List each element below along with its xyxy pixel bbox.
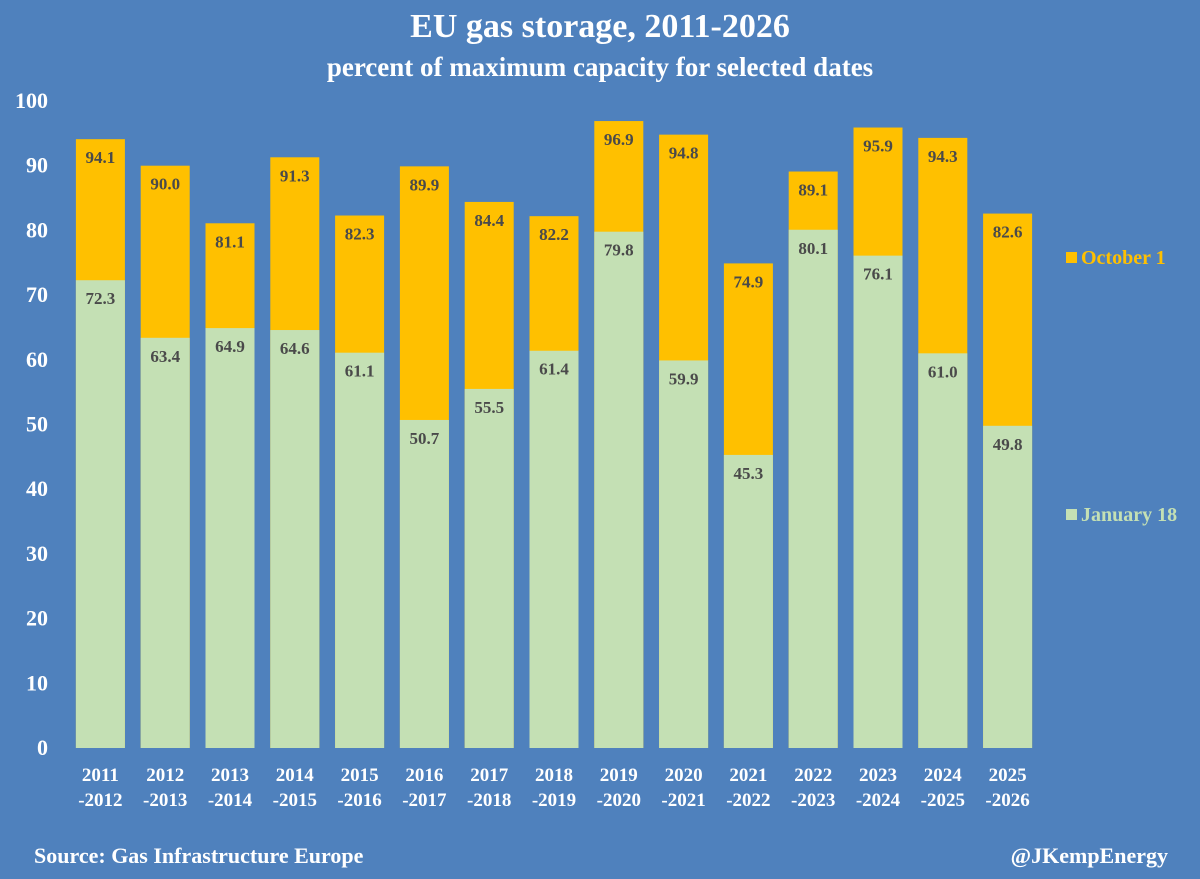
- bar-january: [205, 328, 255, 748]
- x-tick-label: 2020: [665, 765, 703, 786]
- data-label-october: 94.3: [928, 147, 958, 166]
- data-label-october: 82.6: [993, 223, 1023, 242]
- x-tick-label: -2021: [661, 790, 705, 811]
- data-label-january: 50.7: [410, 429, 440, 448]
- data-label-january: 76.1: [863, 265, 893, 284]
- data-label-october: 95.9: [863, 137, 893, 156]
- y-tick-label: 60: [26, 347, 48, 372]
- x-tick-label: 2021: [729, 765, 767, 786]
- x-tick-label: -2013: [143, 790, 187, 811]
- bar-january: [659, 360, 709, 748]
- x-tick-label: 2025: [989, 765, 1027, 786]
- data-label-october: 89.1: [798, 181, 828, 200]
- data-label-october: 96.9: [604, 130, 634, 149]
- data-label-january: 72.3: [86, 289, 116, 308]
- y-tick-label: 30: [26, 541, 48, 566]
- bar-january: [918, 353, 968, 748]
- bar-january: [335, 352, 385, 748]
- x-tick-label: -2016: [337, 790, 381, 811]
- y-tick-label: 10: [26, 670, 48, 695]
- x-tick-label: 2016: [405, 765, 443, 786]
- x-tick-label: -2012: [78, 790, 122, 811]
- bar-january: [723, 454, 773, 748]
- x-tick-label: 2019: [600, 765, 638, 786]
- data-label-january: 63.4: [150, 347, 180, 366]
- x-tick-label: 2013: [211, 765, 249, 786]
- bar-january: [464, 388, 514, 748]
- x-tick-label: 2011: [82, 765, 119, 786]
- x-tick-label: -2018: [467, 790, 511, 811]
- data-label-january: 64.6: [280, 339, 310, 358]
- bar-january: [399, 419, 449, 748]
- y-tick-label: 70: [26, 282, 48, 307]
- bar-january: [529, 350, 579, 748]
- y-tick-label: 50: [26, 412, 48, 437]
- x-tick-label: -2022: [726, 790, 770, 811]
- data-label-january: 61.0: [928, 362, 958, 381]
- data-label-january: 49.8: [993, 435, 1023, 454]
- author-handle: @JKempEnergy: [1010, 843, 1168, 868]
- x-tick-label: 2018: [535, 765, 573, 786]
- x-tick-label: -2024: [856, 790, 901, 811]
- bar-january: [983, 425, 1033, 748]
- x-tick-label: -2019: [532, 790, 576, 811]
- x-tick-label: -2017: [402, 790, 447, 811]
- y-tick-label: 40: [26, 476, 48, 501]
- data-label-january: 45.3: [734, 464, 764, 483]
- legend-october-label: October 1: [1081, 247, 1166, 269]
- x-tick-label: 2024: [924, 765, 963, 786]
- x-tick-label: -2020: [597, 790, 641, 811]
- bar-january: [140, 337, 190, 748]
- data-label-october: 94.1: [86, 148, 116, 167]
- x-tick-label: -2015: [273, 790, 317, 811]
- x-tick-label: 2015: [341, 765, 379, 786]
- y-tick-label: 0: [37, 735, 48, 760]
- y-tick-label: 20: [26, 606, 48, 631]
- data-label-october: 91.3: [280, 166, 310, 185]
- data-label-january: 61.4: [539, 360, 569, 379]
- bar-january: [75, 280, 125, 748]
- bar-january: [853, 255, 903, 748]
- x-tick-label: -2014: [208, 790, 253, 811]
- x-tick-label: 2014: [276, 765, 315, 786]
- data-label-october: 94.8: [669, 144, 699, 163]
- bar-january: [594, 231, 644, 749]
- data-label-october: 90.0: [150, 175, 180, 194]
- legend-january-swatch: [1066, 509, 1077, 520]
- x-tick-label: -2025: [921, 790, 965, 811]
- source-note: Source: Gas Infrastructure Europe: [34, 843, 364, 868]
- x-tick-label: 2023: [859, 765, 897, 786]
- x-tick-label: -2026: [985, 790, 1029, 811]
- data-label-january: 80.1: [798, 239, 828, 258]
- data-label-october: 74.9: [734, 272, 764, 291]
- data-label-january: 55.5: [474, 398, 504, 417]
- data-label-october: 82.2: [539, 225, 569, 244]
- data-label-january: 61.1: [345, 362, 375, 381]
- y-tick-label: 80: [26, 217, 48, 242]
- legend-october-swatch: [1066, 252, 1077, 263]
- data-label-october: 81.1: [215, 232, 245, 251]
- bar-january: [270, 330, 320, 748]
- data-label-october: 84.4: [474, 211, 504, 230]
- x-tick-label: 2017: [470, 765, 509, 786]
- data-label-january: 79.8: [604, 241, 634, 260]
- legend-january-label: January 18: [1081, 504, 1177, 526]
- chart-title: EU gas storage, 2011-2026: [410, 8, 790, 45]
- data-label-october: 89.9: [410, 175, 440, 194]
- bar-january: [788, 229, 838, 749]
- x-tick-label: 2012: [146, 765, 184, 786]
- y-tick-label: 90: [26, 153, 48, 178]
- data-label-october: 82.3: [345, 225, 375, 244]
- data-label-january: 59.9: [669, 369, 699, 388]
- data-label-january: 64.9: [215, 337, 245, 356]
- x-tick-label: 2022: [794, 765, 832, 786]
- x-tick-label: -2023: [791, 790, 835, 811]
- y-tick-label: 100: [15, 88, 48, 113]
- chart-subtitle: percent of maximum capacity for selected…: [326, 52, 874, 82]
